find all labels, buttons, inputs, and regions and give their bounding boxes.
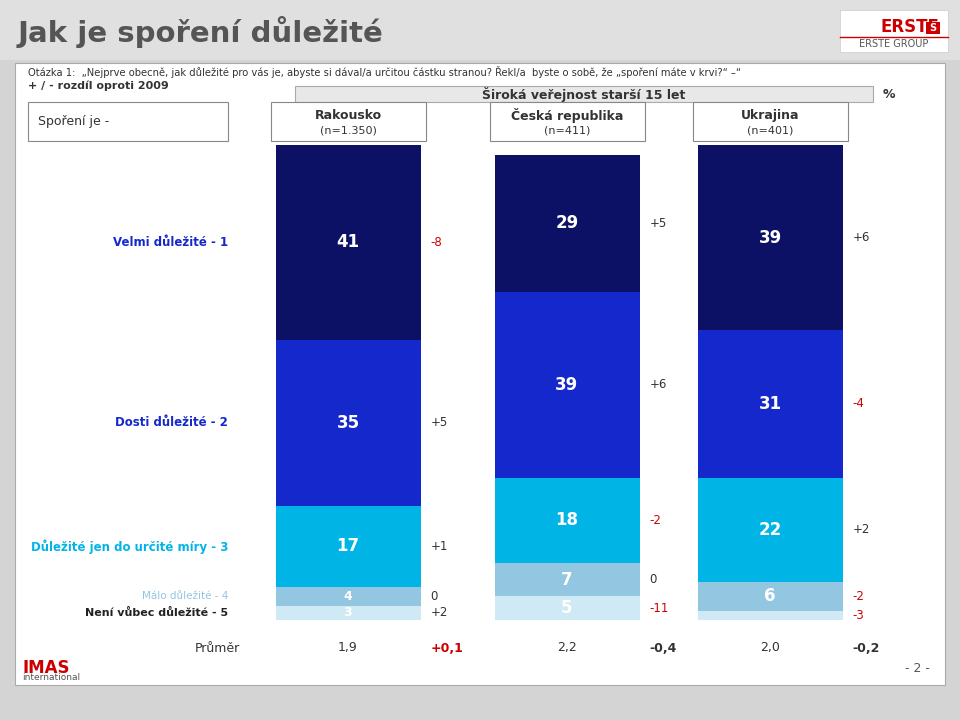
Bar <box>698 611 843 620</box>
Bar <box>276 340 420 506</box>
Text: Rakousko: Rakousko <box>315 109 381 122</box>
Text: IMAS: IMAS <box>22 659 69 677</box>
Text: -3: -3 <box>852 608 864 622</box>
Text: 2,0: 2,0 <box>760 642 780 654</box>
Bar <box>276 145 420 340</box>
Bar <box>494 292 639 477</box>
Text: +0,1: +0,1 <box>430 642 464 654</box>
Bar <box>28 102 228 141</box>
Text: Široká veřejnost starší 15 let: Široká veřejnost starší 15 let <box>482 86 685 102</box>
Text: +2: +2 <box>430 606 448 619</box>
Text: Otázka 1:  „Nejprve obecně, jak důležité pro vás je, abyste si dával/a určitou č: Otázka 1: „Nejprve obecně, jak důležité … <box>28 66 741 78</box>
Bar <box>698 582 843 611</box>
Text: +2: +2 <box>852 523 870 536</box>
Text: -11: -11 <box>650 602 669 615</box>
Text: %: % <box>883 88 896 101</box>
Text: Velmi důležité - 1: Velmi důležité - 1 <box>113 236 228 249</box>
Text: + / - rozdíl oproti 2009: + / - rozdíl oproti 2009 <box>28 81 169 91</box>
Bar <box>494 596 639 620</box>
Text: 6: 6 <box>764 588 776 606</box>
Text: 29: 29 <box>556 215 579 233</box>
Text: S: S <box>929 23 937 33</box>
Text: 0: 0 <box>650 573 657 586</box>
Text: Málo důležité - 4: Málo důležité - 4 <box>142 591 228 601</box>
Text: -2: -2 <box>650 514 661 527</box>
Text: Důležité jen do určité míry - 3: Důležité jen do určité míry - 3 <box>31 539 228 554</box>
Text: +5: +5 <box>650 217 667 230</box>
Bar <box>276 587 420 606</box>
Text: international: international <box>22 672 80 682</box>
Text: 22: 22 <box>758 521 781 539</box>
Bar <box>698 477 843 582</box>
Text: 39: 39 <box>556 376 579 394</box>
Bar <box>0 0 960 60</box>
Text: +6: +6 <box>852 231 870 244</box>
Text: +6: +6 <box>650 379 667 392</box>
Text: Ukrajina: Ukrajina <box>741 109 800 122</box>
Text: 17: 17 <box>336 537 360 555</box>
Text: +5: +5 <box>430 416 447 429</box>
Text: 39: 39 <box>758 229 781 247</box>
Bar <box>15 63 945 685</box>
Text: Dosti důležité - 2: Dosti důležité - 2 <box>115 416 228 429</box>
Text: Průměr: Průměr <box>195 642 240 654</box>
Text: 5: 5 <box>562 599 573 617</box>
Text: Jak je spoření důležité: Jak je spoření důležité <box>18 16 384 48</box>
Bar <box>840 10 948 52</box>
Text: 35: 35 <box>336 414 360 432</box>
Bar <box>276 606 420 620</box>
Bar <box>494 563 639 596</box>
Text: 3: 3 <box>344 606 352 619</box>
Bar <box>490 102 644 141</box>
Bar <box>698 145 843 330</box>
Text: -4: -4 <box>852 397 864 410</box>
Bar <box>276 506 420 587</box>
Text: -0,2: -0,2 <box>852 642 880 654</box>
Text: Česká republika: Česká republika <box>511 108 623 123</box>
Bar <box>692 102 848 141</box>
Text: 0: 0 <box>430 590 438 603</box>
Text: 2,2: 2,2 <box>557 642 577 654</box>
Text: Není vůbec důležité - 5: Není vůbec důležité - 5 <box>84 608 228 618</box>
Text: 1,9: 1,9 <box>338 642 358 654</box>
Text: 4: 4 <box>344 590 352 603</box>
Text: Spoření je -: Spoření je - <box>38 115 109 128</box>
Bar <box>698 330 843 477</box>
Text: ERSTE: ERSTE <box>880 18 939 36</box>
Text: +1: +1 <box>430 540 448 553</box>
Text: 41: 41 <box>336 233 360 251</box>
Text: -8: -8 <box>430 236 443 249</box>
Text: - 2 -: - 2 - <box>905 662 930 675</box>
Text: (n=1.350): (n=1.350) <box>320 125 376 135</box>
Text: (n=411): (n=411) <box>543 125 590 135</box>
Text: -2: -2 <box>852 590 864 603</box>
Bar <box>926 22 940 34</box>
Bar <box>494 477 639 563</box>
Text: ERSTE GROUP: ERSTE GROUP <box>859 39 928 49</box>
Text: 7: 7 <box>562 571 573 589</box>
Text: (n=401): (n=401) <box>747 125 793 135</box>
Bar <box>295 86 873 102</box>
Text: 18: 18 <box>556 511 579 529</box>
Text: -0,4: -0,4 <box>650 642 677 654</box>
Bar <box>271 102 425 141</box>
Text: 31: 31 <box>758 395 781 413</box>
Bar <box>494 155 639 292</box>
